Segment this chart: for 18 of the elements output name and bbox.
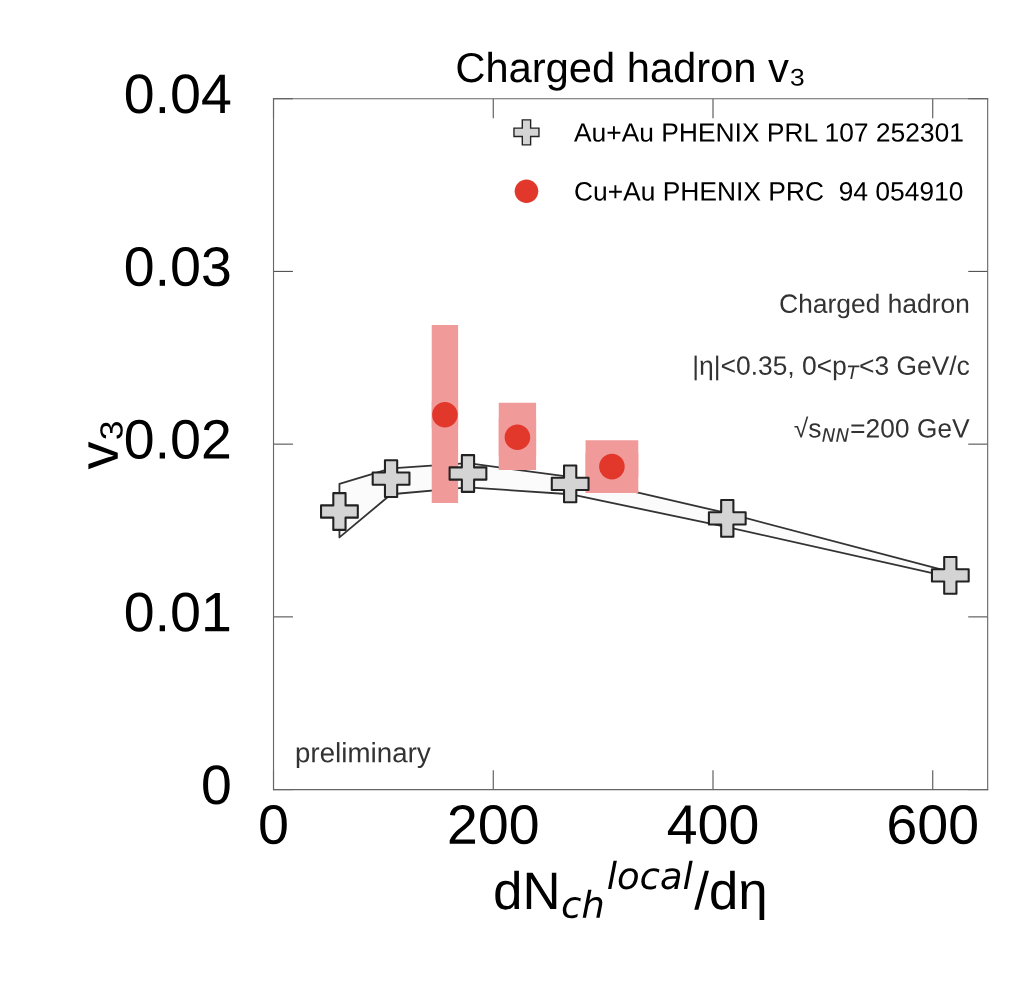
y-tick-label: 0 — [203, 765, 230, 805]
legend-label: Au+Au PHENIX PRL 107 252301 — [574, 123, 963, 142]
y-tick-label: 0.04 — [125, 74, 231, 114]
annotation: √s$_{NN}$=200 GeV — [794, 416, 970, 442]
annotation: Charged hadron — [780, 293, 969, 319]
y-tick-label: 0.02 — [125, 419, 230, 460]
y-axis-title: v₃ — [88, 422, 123, 470]
annotation: preliminary — [296, 742, 431, 768]
legend-label: Cu+Au PHENIX PRC 94 054910 — [575, 182, 963, 201]
annotation: |η|<0.35, 0<p$_{T}$<3 GeV/c — [694, 355, 970, 381]
x-tick-label: 600 — [889, 804, 977, 845]
x-tick-label: 0 — [260, 804, 287, 845]
chart-title: Charged hadron v₃ — [457, 51, 804, 91]
y-tick-label: 0.03 — [125, 247, 230, 287]
x-tick-label: 400 — [667, 804, 758, 845]
x-tick-label: 200 — [449, 804, 538, 845]
x-axis-title: dN$_{ch}$$^{local}$/dη — [495, 860, 765, 921]
y-tick-label: 0.01 — [125, 592, 230, 632]
